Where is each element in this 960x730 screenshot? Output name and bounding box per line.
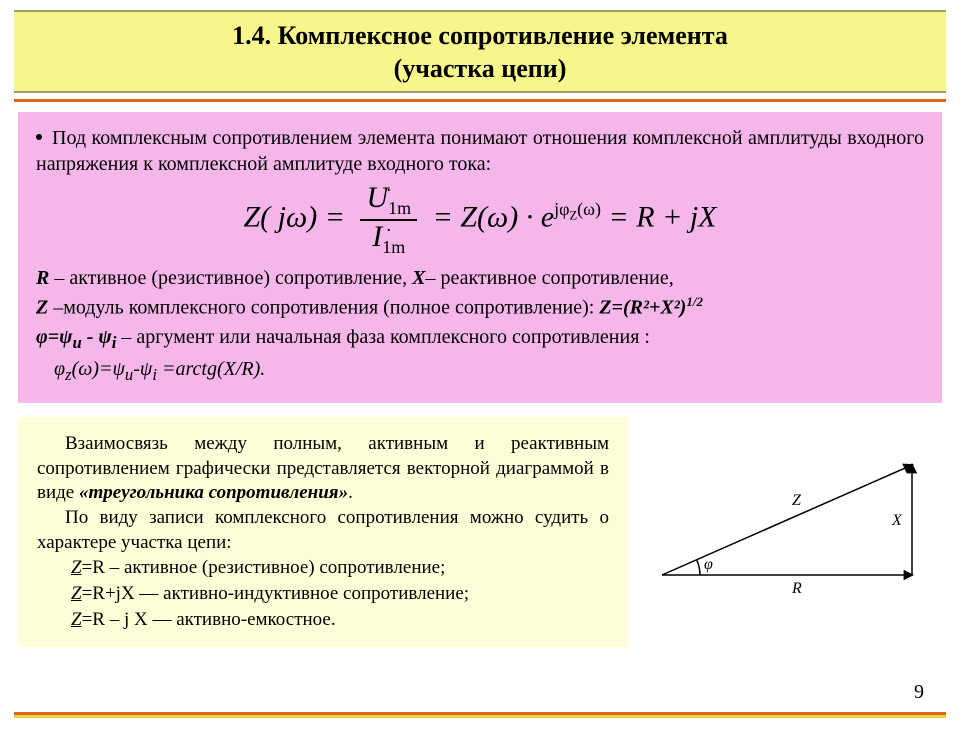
formula-mid: Z(ω) [460,200,518,233]
formula-right: R + jX [636,200,716,233]
formula-exp: jφZ(ω) [554,199,601,219]
formula-e: e [541,200,554,233]
def-phi: φ=ψu - ψi – аргумент или начальная фаза … [36,323,924,355]
def-Z-text: –модуль комплексного сопротивления (полн… [48,297,599,319]
exp-tail: (ω) [577,199,601,219]
yellow-p2: По виду записи комплексного сопротивлени… [37,506,609,555]
li3-text: =R – j X — активно-емкостное. [82,609,336,630]
def-Z-formula: Z=(R²+X²) [599,297,686,319]
impedance-triangle-diagram: Z X R φ [642,425,942,605]
def-Z-pow: 1/2 [686,294,703,309]
title-band: 1.4. Комплексное сопротивление элемента … [14,10,946,93]
definitions: R – активное (резистивное) сопротивление… [36,264,924,387]
footer-divider [14,712,946,718]
den-sub: 1m [382,237,405,257]
phiz-u: u [125,365,133,384]
label-X: X [891,512,903,529]
label-Z: Z [792,492,802,509]
case-active: Z=R – активное (резистивное) сопротивлен… [71,555,609,581]
title-line2: (участка цепи) [394,54,567,83]
main-formula: Z( jω) = .U1m .I1m = Z(ω) · ejφZ(ω) = R … [36,183,924,256]
explanation-block: Взаимосвязь между полным, активным и реа… [18,417,628,647]
label-phi: φ [704,556,713,573]
vector-Z [662,465,912,575]
equals: = [433,200,461,233]
li2-text: =R+jX — активно-индуктивное сопротивлени… [82,583,469,604]
bullet-icon [36,134,42,140]
case-capacitive: Z=R – j X — активно-емкостное. [71,607,609,633]
case-inductive: Z=R+jX — активно-индуктивное сопротивлен… [71,581,609,607]
phi-mid: - ψ [82,326,112,348]
def-Z: Z –модуль комплексного сопротивления (по… [36,293,924,323]
numerator: .U1m [360,183,417,216]
def-R-text: – активное (резистивное) сопротивление, [49,267,412,289]
label-R: R [791,580,802,597]
yellow-p1: Взаимосвязь между полным, активным и реа… [37,432,609,506]
def-R: R – активное (резистивное) сопротивление… [36,264,924,293]
formula-fraction: .U1m .I1m [360,183,417,256]
phiz-rhs: =arctg(X/R). [157,358,265,380]
page-title: 1.4. Комплексное сопротивление элемента … [14,20,946,85]
exp-z: Z [569,209,577,223]
divider-orange [14,99,946,102]
phi-text: – аргумент или начальная фаза комплексно… [116,326,650,348]
phiz-arg: (ω)=ψ [72,358,125,380]
phi-formula-line: φz(ω)=ψu-ψi =arctg(X/R). [54,355,924,387]
intro-span: Под комплексным сопротивлением элемента … [36,127,924,175]
phiz: φ [54,358,65,380]
equals: = [609,200,637,233]
equals: = [325,200,353,233]
page-number: 9 [914,681,924,704]
phi-lhs: φ=ψ [36,326,72,348]
li1-text: =R – активное (резистивное) сопротивлени… [82,557,446,578]
li1-z: Z [71,557,82,578]
bottom-row: Взаимосвязь между полным, активным и реа… [18,417,942,647]
li3-z: Z [71,609,82,630]
phi-u: u [72,333,81,352]
intro-text: Под комплексным сопротивлением элемента … [36,126,924,177]
def-X-text: – реактивное сопротивление, [425,267,673,289]
denominator: .I1m [360,223,417,256]
angle-arc [697,560,700,575]
formula-left: Z( jω) [244,200,318,233]
num-sub: 1m [388,198,411,218]
den-sym: I [372,220,382,253]
definition-block: Под комплексным сопротивлением элемента … [18,112,942,403]
cdot: · [526,200,541,233]
phiz-mid: -ψ [133,358,152,380]
num-sym: U [366,181,388,214]
exp-main: jφ [554,199,569,219]
li2-z: Z [71,583,82,604]
title-line1: 1.4. Комплексное сопротивление элемента [232,21,728,50]
